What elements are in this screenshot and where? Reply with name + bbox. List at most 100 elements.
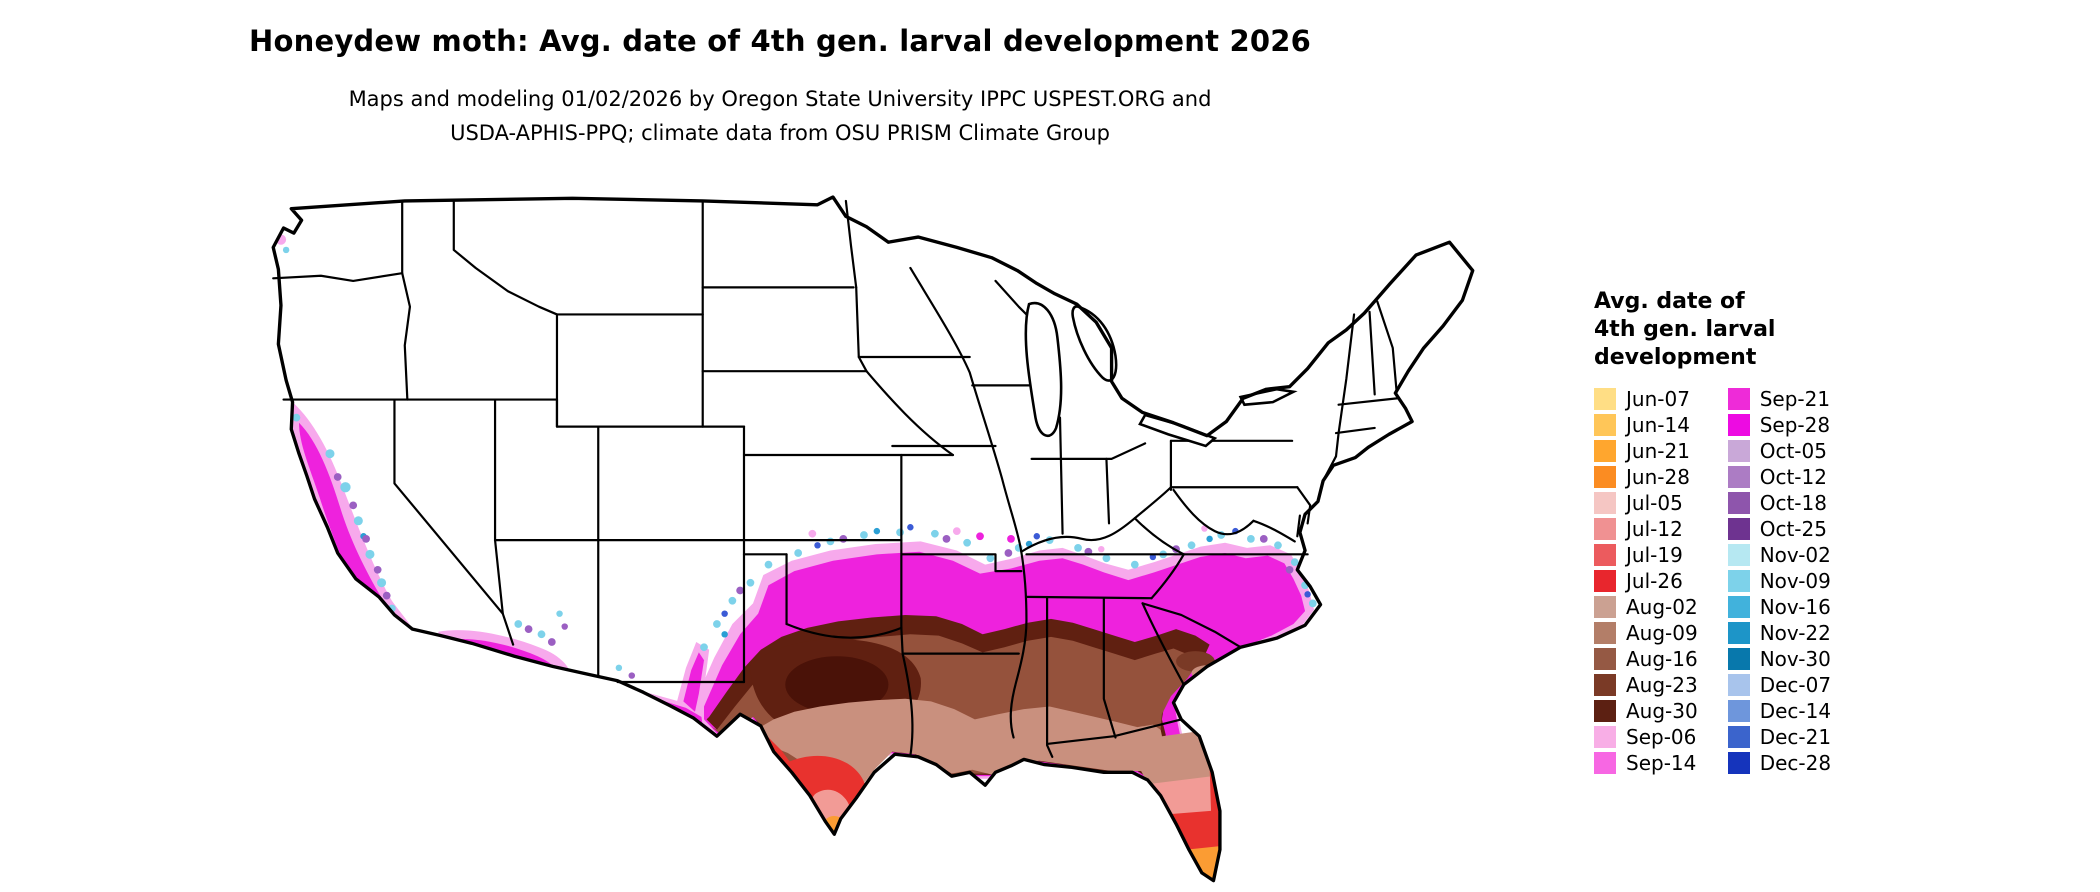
legend-entry-label: Jul-19: [1626, 543, 1683, 567]
legend-entry-label: Jul-26: [1626, 569, 1683, 593]
legend-swatch: [1594, 518, 1616, 540]
legend-swatch: [1727, 466, 1750, 488]
legend-entry: Sep-21: [1727, 386, 1831, 412]
legend-entry: Jun-21: [1594, 438, 1698, 464]
legend-entry: Nov-09: [1727, 568, 1831, 594]
legend-entry-label: Aug-09: [1626, 621, 1698, 645]
legend-column-1: Jun-07 Jun-14 Jun-21 Jun-28 Jul-05 Jul-12 Jul-…: [1594, 386, 1698, 776]
legend-entry-label: Aug-30: [1626, 699, 1698, 723]
legend-swatch: [1727, 596, 1750, 618]
legend-swatch: [1594, 726, 1616, 748]
legend-entry-label: Sep-14: [1626, 751, 1697, 775]
legend-entry: Jul-05: [1594, 490, 1698, 516]
legend-entry-label: Jun-14: [1626, 413, 1690, 437]
legend-swatch: [1727, 492, 1750, 514]
legend-entry: Dec-14: [1727, 698, 1832, 724]
legend-entry: Dec-21: [1727, 724, 1832, 750]
legend-title-line-3: development: [1594, 345, 1757, 370]
legend-swatch: [1727, 570, 1750, 592]
legend-swatch: [1727, 388, 1750, 410]
us-land: [273, 197, 1473, 881]
great-lakes: [1024, 301, 1298, 448]
legend-entry-label: Aug-16: [1626, 647, 1698, 671]
legend-entry: Nov-30: [1727, 646, 1831, 672]
lake-ontario: [1238, 387, 1298, 407]
legend-entry-label: Oct-25: [1759, 517, 1827, 541]
legend-entry-label: Sep-28: [1759, 413, 1831, 437]
legend-swatch: [1727, 674, 1750, 696]
legend-swatch: [1594, 700, 1616, 722]
legend-entry-label: Jul-12: [1626, 517, 1683, 541]
legend-entry-label: Nov-16: [1759, 595, 1831, 619]
legend-swatch: [1594, 570, 1616, 592]
legend-entry: Oct-18: [1727, 490, 1831, 516]
lake-michigan: [1024, 301, 1063, 438]
state-borders: [272, 199, 1400, 758]
us-map-figure: [250, 188, 1514, 891]
legend-entry: Jun-14: [1594, 412, 1698, 438]
legend-entry: Jul-19: [1594, 542, 1698, 568]
legend-swatch: [1727, 544, 1750, 566]
legend-entry-label: Nov-22: [1759, 621, 1831, 645]
legend-entry: Jun-28: [1594, 464, 1698, 490]
us-map: [271, 195, 1475, 883]
legend-swatch: [1727, 648, 1750, 670]
legend-entry: Sep-28: [1727, 412, 1831, 438]
legend-entry: Aug-09: [1594, 620, 1698, 646]
us-outline: [271, 195, 1475, 883]
legend-entry: Jun-07: [1594, 386, 1698, 412]
legend-swatch: [1727, 700, 1750, 722]
subtitle-line-1: Maps and modeling 01/02/2026 by Oregon S…: [348, 87, 1212, 111]
legend-entry-label: Oct-12: [1759, 465, 1827, 489]
legend-swatch: [1594, 492, 1616, 514]
legend-entry: Aug-30: [1594, 698, 1698, 724]
legend-swatch: [1594, 648, 1616, 670]
legend-swatch: [1594, 674, 1616, 696]
legend-swatch: [1594, 388, 1616, 410]
legend-entry-label: Oct-05: [1759, 439, 1827, 463]
page-subtitle: Maps and modeling 01/02/2026 by Oregon S…: [0, 82, 1560, 150]
legend-entry-label: Oct-18: [1759, 491, 1827, 515]
legend-entry-label: Aug-02: [1626, 595, 1698, 619]
legend-entry: Aug-02: [1594, 594, 1698, 620]
subtitle-line-2: USDA-APHIS-PPQ; climate data from OSU PR…: [450, 121, 1110, 145]
legend-entry: Jul-12: [1594, 516, 1698, 542]
legend-entry-label: Nov-30: [1759, 647, 1831, 671]
legend-entry-label: Nov-02: [1759, 543, 1831, 567]
legend-entry-label: Sep-06: [1626, 725, 1697, 749]
legend-swatch: [1594, 544, 1616, 566]
legend-entry-label: Sep-21: [1759, 387, 1831, 411]
legend-swatch: [1727, 414, 1750, 436]
legend-swatch: [1594, 466, 1616, 488]
legend-swatch: [1594, 596, 1616, 618]
legend-entry-label: Jun-28: [1626, 465, 1690, 489]
legend-entry: Aug-16: [1594, 646, 1698, 672]
legend-entry-label: Aug-23: [1626, 673, 1698, 697]
legend-entry-label: Jun-07: [1626, 387, 1690, 411]
legend-entry: Oct-05: [1727, 438, 1831, 464]
legend-entry: Oct-25: [1727, 516, 1831, 542]
page-title: Honeydew moth: Avg. date of 4th gen. lar…: [249, 24, 1311, 58]
legend-entry-label: Nov-09: [1759, 569, 1831, 593]
legend-swatch: [1727, 518, 1750, 540]
legend-entry-label: Dec-14: [1759, 699, 1832, 723]
legend-swatch: [1594, 440, 1616, 462]
legend-swatch: [1727, 440, 1750, 462]
legend-entry: Dec-07: [1727, 672, 1831, 698]
legend-entry: Sep-06: [1594, 724, 1698, 750]
legend-entry: Nov-16: [1727, 594, 1831, 620]
legend-entry: Jul-26: [1594, 568, 1698, 594]
legend-swatch: [1594, 752, 1616, 774]
legend-swatch: [1727, 726, 1750, 748]
legend: Avg. date of 4th gen. larval development…: [1594, 288, 1924, 776]
legend-title-line-2: 4th gen. larval: [1594, 317, 1776, 342]
legend-entry: Sep-14: [1594, 750, 1698, 776]
legend-entry-label: Dec-21: [1759, 725, 1832, 749]
legend-swatch: [1594, 622, 1616, 644]
lake-huron: [1071, 305, 1118, 382]
legend-title: Avg. date of 4th gen. larval development: [1594, 288, 1924, 372]
legend-entry: Oct-12: [1727, 464, 1831, 490]
legend-entry: Aug-23: [1594, 672, 1698, 698]
legend-entry-label: Jun-21: [1626, 439, 1690, 463]
